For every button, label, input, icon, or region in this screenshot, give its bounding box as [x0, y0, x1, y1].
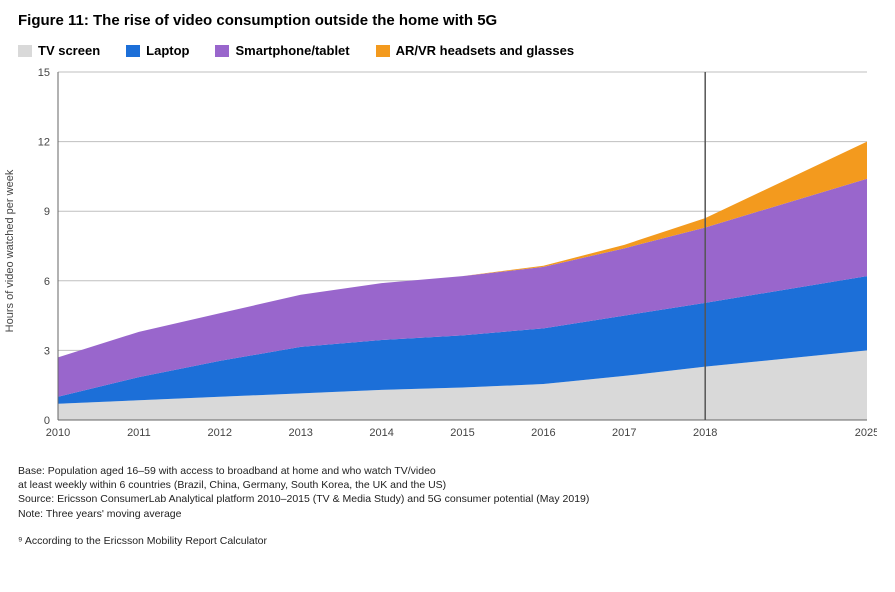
footnotes: Base: Population aged 16–59 with access … [18, 464, 877, 521]
legend-label: Laptop [146, 43, 189, 58]
x-tick-label: 2025 [855, 427, 877, 439]
y-tick-label: 0 [44, 415, 50, 427]
legend-item: Smartphone/tablet [215, 43, 349, 58]
x-tick-label: 2011 [127, 427, 151, 439]
x-tick-label: 2012 [208, 427, 232, 439]
y-tick-label: 12 [38, 137, 50, 149]
y-axis-label: Hours of video watched per week [4, 170, 16, 333]
footnote-line: Base: Population aged 16–59 with access … [18, 464, 877, 478]
legend-swatch [126, 45, 140, 57]
chart-area: Hours of video watched per week 03691215… [18, 66, 877, 446]
footnote-line: Note: Three years' moving average [18, 507, 877, 521]
footnote-line: Source: Ericsson ConsumerLab Analytical … [18, 492, 877, 506]
legend-swatch [376, 45, 390, 57]
legend-label: Smartphone/tablet [235, 43, 349, 58]
y-tick-label: 15 [38, 67, 50, 79]
legend: TV screen Laptop Smartphone/tablet AR/VR he… [18, 43, 877, 58]
legend-label: TV screen [38, 43, 100, 58]
legend-item: Laptop [126, 43, 189, 58]
x-tick-label: 2014 [369, 427, 393, 439]
legend-swatch [18, 45, 32, 57]
legend-swatch [215, 45, 229, 57]
x-tick-label: 2018 [693, 427, 717, 439]
legend-item: AR/VR headsets and glasses [376, 43, 574, 58]
footnote-reference: ⁹ According to the Ericsson Mobility Rep… [18, 535, 877, 547]
x-tick-label: 2010 [46, 427, 70, 439]
y-tick-label: 3 [44, 345, 50, 357]
figure-container: Figure 11: The rise of video consumption… [0, 0, 895, 592]
x-tick-label: 2015 [450, 427, 474, 439]
y-tick-label: 6 [44, 276, 50, 288]
stacked-area-chart: 0 3 6 9 12 15 2010 2011 2012 2013 2014 2015 2016 2017… [18, 66, 877, 446]
footnote-line: at least weekly within 6 countries (Braz… [18, 478, 877, 492]
x-tick-label: 2016 [531, 427, 555, 439]
y-tick-label: 9 [44, 206, 50, 218]
figure-title: Figure 11: The rise of video consumption… [18, 12, 877, 29]
legend-label: AR/VR headsets and glasses [396, 43, 574, 58]
x-tick-label: 2013 [288, 427, 312, 439]
legend-item: TV screen [18, 43, 100, 58]
x-tick-label: 2017 [612, 427, 636, 439]
